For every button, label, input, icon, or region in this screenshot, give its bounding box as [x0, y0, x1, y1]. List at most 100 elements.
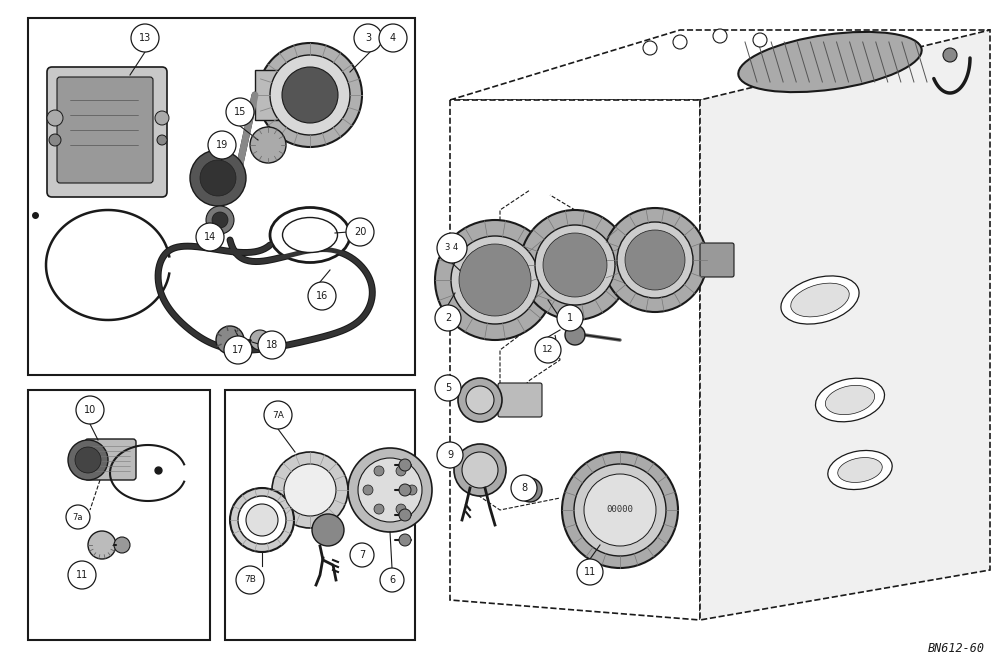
- Circle shape: [230, 488, 294, 552]
- Circle shape: [284, 464, 336, 516]
- Text: BN612-60: BN612-60: [928, 642, 985, 655]
- Circle shape: [399, 484, 411, 496]
- Circle shape: [574, 464, 666, 556]
- Circle shape: [713, 29, 727, 43]
- Circle shape: [258, 43, 362, 147]
- Circle shape: [535, 337, 561, 363]
- Circle shape: [238, 496, 286, 544]
- Circle shape: [246, 504, 278, 536]
- Circle shape: [543, 233, 607, 297]
- Bar: [225, 390, 415, 640]
- Circle shape: [354, 24, 382, 52]
- Circle shape: [236, 566, 264, 594]
- FancyBboxPatch shape: [85, 439, 136, 480]
- Text: 8: 8: [521, 483, 527, 493]
- Circle shape: [131, 24, 159, 52]
- Text: 19: 19: [216, 140, 228, 150]
- Circle shape: [155, 111, 169, 125]
- Circle shape: [312, 514, 344, 546]
- Text: 7A: 7A: [272, 411, 284, 419]
- Circle shape: [557, 305, 583, 331]
- Circle shape: [943, 48, 957, 62]
- Circle shape: [753, 33, 767, 47]
- Circle shape: [226, 98, 254, 126]
- Circle shape: [399, 459, 411, 471]
- Circle shape: [454, 444, 506, 496]
- Ellipse shape: [825, 385, 875, 415]
- Circle shape: [435, 220, 555, 340]
- Circle shape: [363, 485, 373, 495]
- Circle shape: [258, 331, 286, 359]
- Circle shape: [49, 134, 61, 146]
- Text: 10: 10: [84, 405, 96, 415]
- Ellipse shape: [815, 378, 885, 422]
- FancyBboxPatch shape: [700, 243, 734, 277]
- Text: 00000: 00000: [607, 505, 633, 515]
- Circle shape: [346, 218, 374, 246]
- Text: 9: 9: [447, 450, 453, 460]
- Text: 4: 4: [390, 33, 396, 43]
- Text: 7B: 7B: [244, 575, 256, 585]
- Circle shape: [76, 396, 104, 424]
- Circle shape: [47, 110, 63, 126]
- Circle shape: [374, 504, 384, 514]
- Circle shape: [459, 244, 531, 316]
- Circle shape: [157, 135, 167, 145]
- FancyBboxPatch shape: [498, 383, 542, 417]
- Text: 7a: 7a: [73, 513, 83, 521]
- Circle shape: [451, 236, 539, 324]
- Circle shape: [603, 208, 707, 312]
- FancyBboxPatch shape: [623, 248, 657, 282]
- Circle shape: [282, 67, 338, 123]
- Text: 11: 11: [584, 567, 596, 577]
- Circle shape: [358, 458, 422, 522]
- Ellipse shape: [791, 283, 849, 317]
- Circle shape: [396, 504, 406, 514]
- Circle shape: [374, 466, 384, 476]
- Circle shape: [435, 375, 461, 401]
- Text: 18: 18: [266, 340, 278, 350]
- Circle shape: [264, 401, 292, 429]
- Text: 12: 12: [542, 345, 554, 355]
- Text: 5: 5: [445, 383, 451, 393]
- Circle shape: [584, 474, 656, 546]
- Circle shape: [250, 127, 286, 163]
- Circle shape: [466, 386, 494, 414]
- Circle shape: [673, 35, 687, 49]
- Circle shape: [224, 336, 252, 364]
- Circle shape: [399, 534, 411, 546]
- Polygon shape: [450, 30, 990, 100]
- Text: 16: 16: [316, 291, 328, 301]
- Text: 17: 17: [232, 345, 244, 355]
- Circle shape: [206, 206, 234, 234]
- Circle shape: [270, 55, 350, 135]
- Bar: [28, 18, 415, 375]
- FancyBboxPatch shape: [47, 67, 167, 197]
- Circle shape: [399, 509, 411, 521]
- Circle shape: [617, 222, 693, 298]
- FancyBboxPatch shape: [57, 77, 153, 183]
- Text: 15: 15: [234, 107, 246, 117]
- Circle shape: [462, 452, 498, 488]
- Circle shape: [196, 223, 224, 251]
- Text: 2: 2: [445, 313, 451, 323]
- Circle shape: [396, 466, 406, 476]
- Circle shape: [66, 505, 90, 529]
- Circle shape: [208, 131, 236, 159]
- Text: 13: 13: [139, 33, 151, 43]
- Circle shape: [535, 225, 615, 305]
- Text: 3: 3: [365, 33, 371, 43]
- Ellipse shape: [781, 276, 859, 324]
- Text: 6: 6: [389, 575, 395, 585]
- Circle shape: [520, 210, 630, 320]
- Circle shape: [643, 41, 657, 55]
- Text: 20: 20: [354, 227, 366, 237]
- Circle shape: [565, 325, 585, 345]
- Circle shape: [190, 150, 246, 206]
- Polygon shape: [255, 70, 295, 120]
- Circle shape: [350, 543, 374, 567]
- Text: 1: 1: [567, 313, 573, 323]
- Circle shape: [437, 442, 463, 468]
- Text: 14: 14: [204, 232, 216, 242]
- Circle shape: [577, 559, 603, 585]
